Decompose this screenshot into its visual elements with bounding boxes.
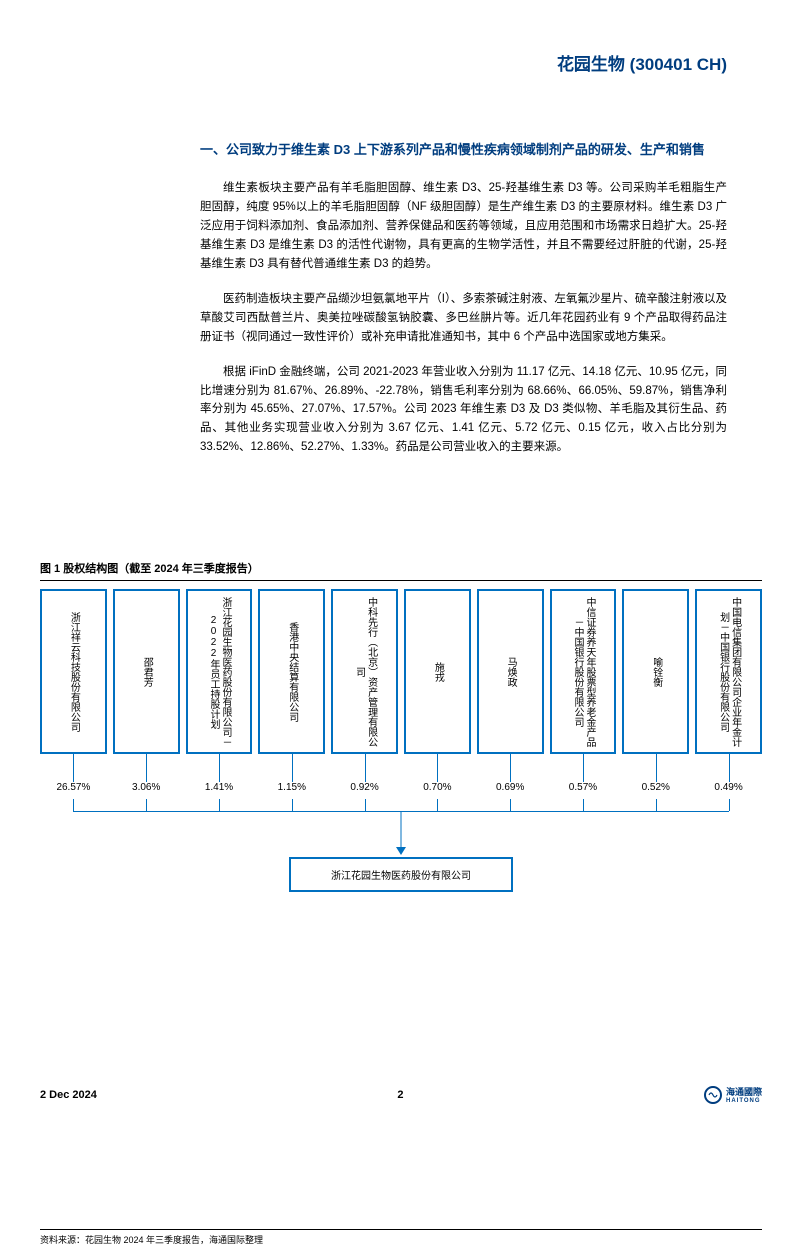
shareholder-box: 施戎: [404, 589, 471, 754]
connector: [550, 799, 617, 811]
shareholder-name: 香港中央结算有限公司: [286, 622, 298, 722]
chart-source: 资料来源：花园生物 2024 年三季度报告，海通国际整理: [40, 1229, 762, 1246]
shareholder-pct: 3.06%: [113, 782, 180, 793]
connector: [404, 799, 471, 811]
connector: [186, 799, 253, 811]
shareholder-name: 浙江花园生物医药股份有限公司－2022年员工持股计划: [207, 595, 231, 748]
section-heading: 一、公司致力于维生素 D3 上下游系列产品和慢性疾病领域制剂产品的研发、生产和销…: [200, 140, 727, 161]
shareholder-name: 浙江祥云科技股份有限公司: [67, 612, 79, 732]
shareholder-box: 中国电信集团有限公司企业年金计划－中国银行股份有限公司: [695, 589, 762, 754]
shareholder-pct: 1.15%: [258, 782, 325, 793]
page-footer: 2 Dec 2024 2 海通國際 HAITONG: [40, 1085, 762, 1104]
shareholder-box: 邵君芳: [113, 589, 180, 754]
shareholder-name: 中信证券养天年股票型养老金产品－中国银行股份有限公司: [571, 595, 595, 748]
connector-lines-mid: [40, 799, 762, 811]
paragraph-1: 维生素板块主要产品有羊毛脂胆固醇、维生素 D3、25-羟基维生素 D3 等。公司…: [200, 179, 727, 274]
connector: [40, 754, 107, 782]
logo-text-en: HAITONG: [726, 1098, 762, 1104]
connector: [113, 799, 180, 811]
shareholder-pct: 0.49%: [695, 782, 762, 793]
shareholder-box: 中信证券养天年股票型养老金产品－中国银行股份有限公司: [550, 589, 617, 754]
connector: [258, 754, 325, 782]
shareholder-pct: 1.41%: [186, 782, 253, 793]
target-company-box: 浙江花园生物医药股份有限公司: [289, 857, 513, 892]
connector: [622, 754, 689, 782]
shareholder-pct: 0.69%: [477, 782, 544, 793]
shareholder-pct: 0.70%: [404, 782, 471, 793]
connector: [258, 799, 325, 811]
chart-title: 图 1 股权结构图（截至 2024 年三季度报告）: [40, 560, 762, 581]
paragraph-2: 医药制造板块主要产品缬沙坦氨氯地平片（I）、多索茶碱注射液、左氧氟沙星片、硫辛酸…: [200, 290, 727, 347]
shareholder-name: 中国电信集团有限公司企业年金计划－中国银行股份有限公司: [717, 595, 741, 748]
connector: [550, 754, 617, 782]
connector: [695, 799, 762, 811]
percentage-row: 26.57% 3.06% 1.41% 1.15% 0.92% 0.70% 0.69% 0.57…: [40, 782, 762, 793]
org-chart: 浙江祥云科技股份有限公司 邵君芳 浙江花园生物医药股份有限公司－2022年员工持股计…: [40, 589, 762, 909]
connector: [331, 799, 398, 811]
connector: [622, 799, 689, 811]
footer-date: 2 Dec 2024: [40, 1089, 97, 1101]
shareholder-pct: 0.52%: [622, 782, 689, 793]
shareholder-name: 喻铨衡: [650, 657, 662, 687]
connector: [40, 799, 107, 811]
footer-page-number: 2: [397, 1089, 403, 1101]
connector: [404, 754, 471, 782]
connector: [331, 754, 398, 782]
connector: [695, 754, 762, 782]
shareholder-box: 喻铨衡: [622, 589, 689, 754]
shareholder-box: 中科先行（北京）资产管理有限公司: [331, 589, 398, 754]
paragraph-3: 根据 iFinD 金融终端，公司 2021-2023 年营业收入分别为 11.1…: [200, 363, 727, 458]
connector: [477, 754, 544, 782]
arrow-head-icon: [396, 847, 406, 855]
shareholder-pct: 0.92%: [331, 782, 398, 793]
logo-icon: [704, 1086, 722, 1104]
shareholder-box: 香港中央结算有限公司: [258, 589, 325, 754]
shareholder-box: 浙江花园生物医药股份有限公司－2022年员工持股计划: [186, 589, 253, 754]
shareholder-box: 马焕政: [477, 589, 544, 754]
shareholder-row: 浙江祥云科技股份有限公司 邵君芳 浙江花园生物医药股份有限公司－2022年员工持股计…: [40, 589, 762, 754]
main-content: 一、公司致力于维生素 D3 上下游系列产品和慢性疾病领域制剂产品的研发、生产和销…: [200, 140, 727, 473]
shareholder-name: 中科先行（北京）资产管理有限公司: [353, 595, 377, 748]
connector-lines-top: [40, 754, 762, 782]
shareholder-box: 浙江祥云科技股份有限公司: [40, 589, 107, 754]
shareholder-name: 施戎: [431, 662, 443, 682]
footer-logo: 海通國際 HAITONG: [704, 1085, 762, 1104]
connector: [113, 754, 180, 782]
connector: [477, 799, 544, 811]
shareholder-name: 马焕政: [504, 657, 516, 687]
center-arrow-line: [401, 811, 402, 851]
ownership-chart-section: 图 1 股权结构图（截至 2024 年三季度报告） 浙江祥云科技股份有限公司 邵君…: [40, 560, 762, 1246]
logo-text-cn: 海通國際: [726, 1085, 762, 1098]
shareholder-pct: 26.57%: [40, 782, 107, 793]
shareholder-name: 邵君芳: [140, 657, 152, 687]
company-header: 花园生物 (300401 CH): [557, 50, 727, 75]
connector: [186, 754, 253, 782]
shareholder-pct: 0.57%: [550, 782, 617, 793]
logo-text-block: 海通國際 HAITONG: [726, 1085, 762, 1104]
